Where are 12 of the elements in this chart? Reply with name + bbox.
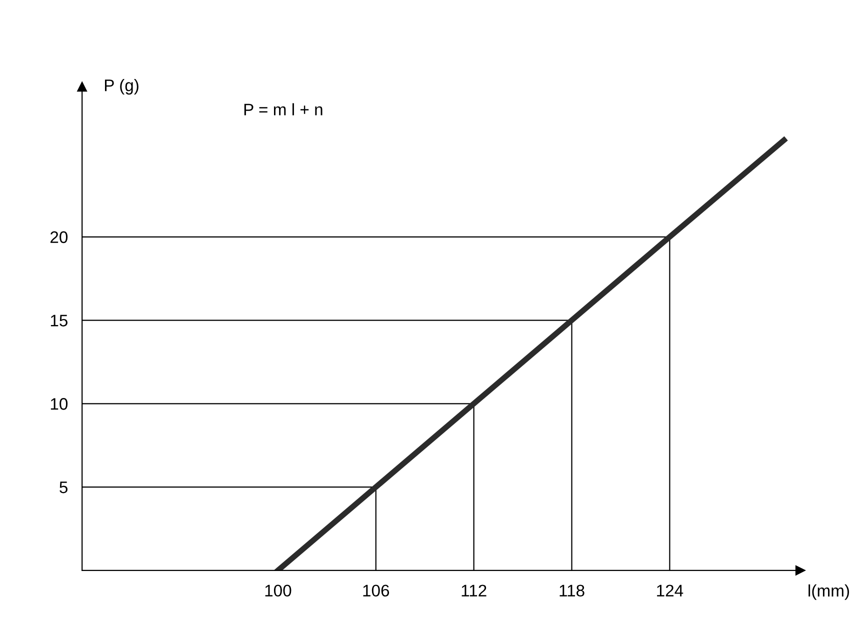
y-tick-label: 15 [50, 314, 68, 326]
x-tick-label: 124 [657, 584, 684, 596]
y-axis-title: P (g) [104, 79, 138, 95]
y-tick-label: 5 [60, 482, 68, 494]
x-tick-label: 112 [462, 584, 486, 596]
x-tick-label: 118 [560, 584, 584, 597]
y-tick-label: 20 [50, 231, 68, 244]
x-tick-label: 100 [265, 584, 292, 597]
y-tick-label: 10 [50, 398, 68, 410]
annotation: P = m l + n [244, 103, 322, 116]
x-tick-label: 106 [363, 584, 390, 597]
x-axis-title: l(mm) [808, 584, 849, 600]
